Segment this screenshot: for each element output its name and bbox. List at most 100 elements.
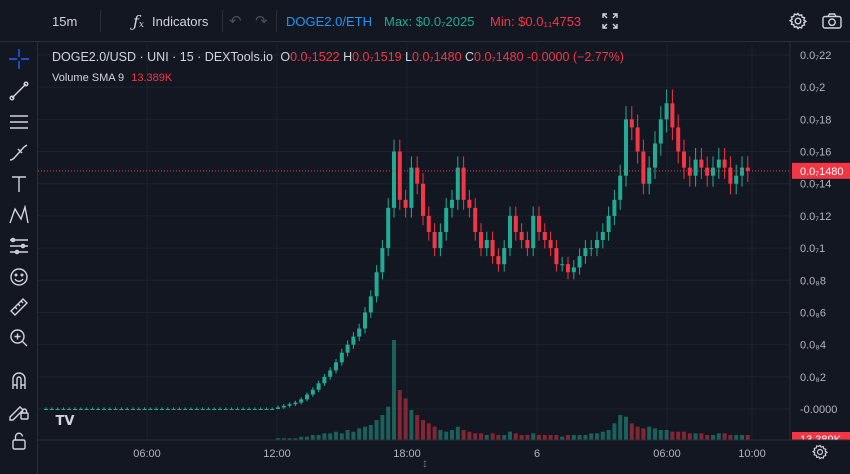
chart-grid (38, 42, 790, 440)
text-tool[interactable] (4, 169, 34, 199)
price-tick-label: 0.0₇22 (800, 50, 831, 62)
drawing-toolbar (0, 42, 38, 474)
candle-body (276, 407, 280, 409)
price-tick-label: 0.0₇12 (800, 211, 831, 223)
volume-bar (461, 430, 466, 440)
screenshot-button[interactable] (822, 0, 842, 42)
emoji-tool[interactable] (4, 262, 34, 292)
zoom-tool[interactable] (4, 323, 34, 353)
close-label: C (465, 50, 475, 64)
volume-bar (339, 433, 344, 440)
volume-bar (473, 433, 478, 440)
indicators-button[interactable]: ƒx Indicators (133, 0, 208, 42)
volume-bar (606, 430, 611, 440)
candle-body (96, 409, 101, 410)
settings-button[interactable] (789, 0, 807, 42)
volume-bar (508, 431, 512, 440)
forecast-icon (10, 237, 28, 255)
interval-button[interactable]: 15m (52, 0, 77, 42)
chart-settings-button[interactable] (811, 444, 832, 464)
price-tick-label: 0.0₈6 (800, 307, 826, 319)
toolbar-divider (222, 10, 223, 32)
time-axis-bg (38, 440, 850, 474)
function-icon: ƒx (133, 11, 144, 31)
candle-body (293, 402, 298, 405)
magnet-tool[interactable] (4, 366, 34, 396)
volume-bar (589, 433, 594, 440)
candle-body (380, 248, 385, 273)
crosshair-tool[interactable] (4, 44, 34, 74)
volume-bar (438, 430, 443, 440)
candle-body (409, 167, 414, 208)
candle-body (537, 215, 541, 232)
candle-body (252, 409, 257, 410)
ruler-tool[interactable] (4, 292, 34, 322)
volume-bar (345, 430, 350, 440)
volume-bar (537, 435, 541, 440)
crosshair-icon (9, 49, 29, 69)
volume-bar (374, 420, 379, 440)
candle-body (745, 167, 750, 171)
candle-body (368, 296, 373, 313)
undo-button[interactable]: ↶ (229, 0, 242, 42)
candle-body (136, 409, 141, 410)
volume-bar (421, 420, 425, 440)
pattern-tool[interactable] (4, 200, 34, 230)
candle-body (229, 409, 234, 410)
candle-body (44, 409, 48, 410)
candle-body (705, 167, 710, 176)
forecast-tool[interactable] (4, 231, 34, 261)
time-tick-label: 06:00 (653, 448, 681, 460)
candle-body (624, 119, 628, 176)
candle-body (119, 409, 124, 410)
volume-bar (455, 426, 460, 440)
price-tick-label: 0.0₈2 (800, 372, 826, 384)
candle-body (595, 240, 599, 249)
brush-tool[interactable] (4, 138, 34, 168)
fullscreen-button[interactable] (602, 0, 618, 42)
volume-bar (310, 435, 315, 440)
candle-body (61, 409, 66, 410)
volume-bar (658, 430, 663, 440)
volume-bar (571, 435, 576, 440)
close-value: 0.0₇1480 (474, 50, 524, 64)
candle-body (102, 409, 106, 410)
trend-line-tool[interactable] (4, 76, 34, 106)
zoom-in-icon (10, 329, 28, 347)
tradingview-logo[interactable]: TV (51, 410, 79, 432)
high-label: H (343, 50, 353, 64)
lock-drawing-tool[interactable] (4, 395, 34, 425)
volume-bar (519, 435, 524, 440)
time-scale-handle[interactable]: ↕ (422, 456, 428, 470)
candle-body (374, 272, 379, 297)
pair-link[interactable]: DOGE2.0/ETH (286, 0, 372, 42)
volume-bar (479, 433, 483, 440)
volume-bar (380, 415, 385, 440)
time-tick-label: 6 (534, 448, 540, 460)
candle-body (461, 167, 466, 200)
volume-bar (548, 435, 553, 440)
candle-body (641, 151, 646, 184)
candle-body (542, 232, 547, 241)
candle-body (345, 344, 350, 353)
candle-body (183, 409, 188, 410)
candle-body (386, 207, 391, 249)
candle-body (583, 248, 588, 257)
horizontal-lines-tool[interactable] (4, 107, 34, 137)
candle-body (310, 389, 315, 395)
volume-bar (595, 433, 599, 440)
volume-bar (629, 423, 634, 440)
price-tick-label: 0.0₇18 (800, 114, 831, 126)
candle-body (142, 409, 147, 410)
volume-bar (363, 426, 367, 440)
volume-bar (357, 428, 362, 440)
candle-body (392, 151, 396, 208)
unlock-tool[interactable] (4, 426, 34, 456)
candle-body (351, 336, 356, 345)
undo-icon: ↶ (229, 13, 242, 30)
volume-label: Volume SMA 9 (52, 72, 125, 84)
volume-legend: Volume SMA 9 13.389K (52, 72, 172, 84)
volume-bar (699, 433, 704, 440)
redo-button[interactable]: ↷ (255, 0, 268, 42)
